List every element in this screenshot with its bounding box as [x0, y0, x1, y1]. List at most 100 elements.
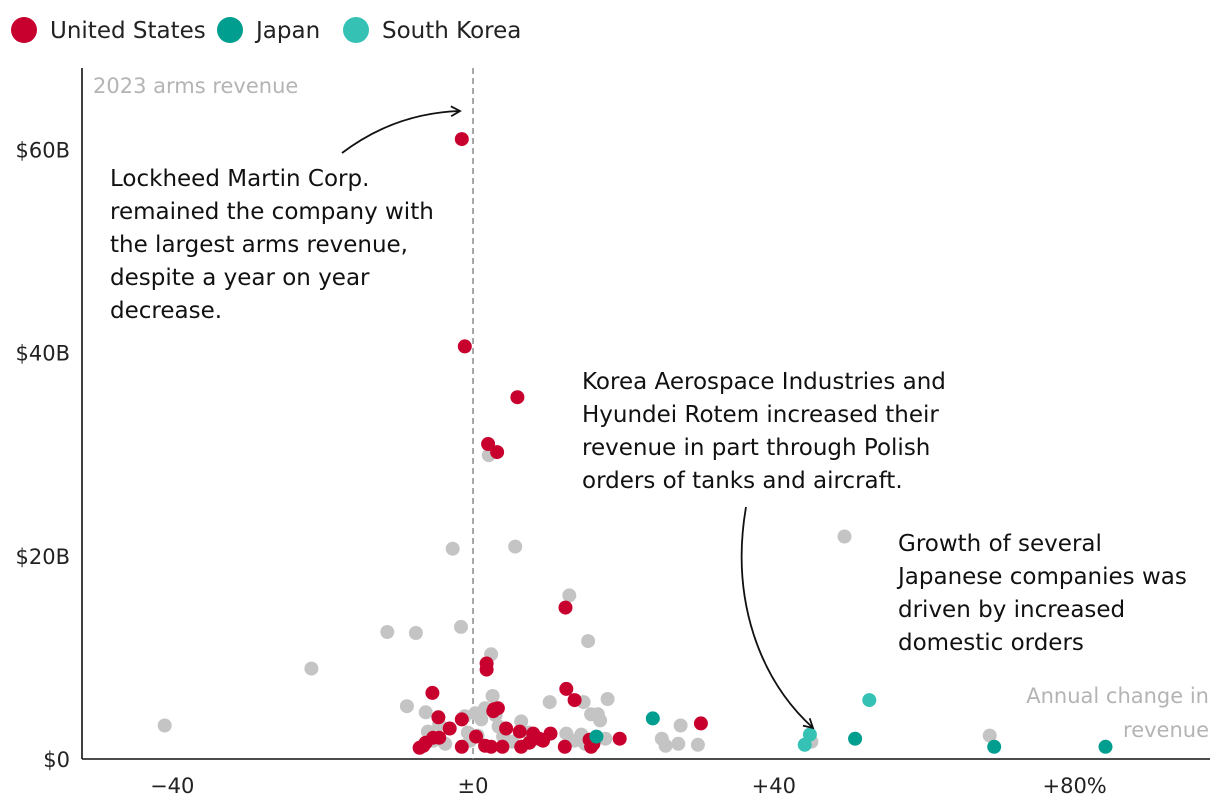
data-point-united-states[interactable] — [510, 390, 525, 405]
data-point-other[interactable] — [454, 619, 468, 634]
data-point-other[interactable] — [508, 539, 523, 554]
data-point-united-states[interactable] — [495, 739, 510, 754]
legend-swatch-united-states — [11, 17, 37, 43]
data-point-other[interactable] — [581, 634, 596, 649]
data-point-other[interactable] — [304, 661, 319, 676]
y-tick-label: $20B — [16, 545, 71, 569]
x-tick-label: −40 — [150, 774, 194, 798]
data-point-united-states[interactable] — [486, 704, 501, 719]
y-tick-label: $60B — [16, 138, 71, 162]
x-ticks: −40 ±0 +40 +80% — [150, 774, 1107, 798]
data-point-united-states[interactable] — [412, 740, 427, 755]
data-point-united-states[interactable] — [481, 437, 496, 451]
annotation-lockheed-arrow — [341, 105, 462, 154]
annotation-korea-line-1: Korea Aerospace Industries and — [582, 369, 946, 395]
annotation-lockheed: Lockheed Martin Corp. remained the compa… — [110, 105, 462, 324]
legend-item-japan[interactable]: Japan — [217, 17, 320, 44]
data-point-united-states[interactable] — [425, 685, 440, 700]
data-point-other[interactable] — [837, 529, 852, 544]
data-point-united-states[interactable] — [490, 445, 505, 460]
data-point-other[interactable] — [593, 713, 608, 728]
y-tick-label: $0 — [43, 748, 70, 772]
data-point-other[interactable] — [445, 541, 460, 556]
series-united-states — [412, 132, 708, 755]
data-point-japan[interactable] — [589, 729, 604, 744]
data-point-united-states[interactable] — [454, 739, 469, 754]
data-point-united-states[interactable] — [457, 339, 472, 354]
data-point-other[interactable] — [600, 692, 615, 706]
annotation-korea-arrow — [740, 506, 815, 730]
data-point-other[interactable] — [380, 625, 395, 639]
data-point-japan[interactable] — [645, 711, 660, 726]
data-point-united-states[interactable] — [454, 132, 469, 147]
data-point-other[interactable] — [399, 699, 414, 714]
data-point-other[interactable] — [408, 626, 423, 640]
x-tick-label: ±0 — [458, 774, 489, 798]
data-point-united-states[interactable] — [693, 716, 708, 731]
data-point-japan[interactable] — [848, 731, 863, 746]
data-point-united-states[interactable] — [499, 721, 514, 736]
annotation-japan: Growth of several Japanese companies was… — [896, 531, 1187, 656]
y-axis-title: 2023 arms revenue — [93, 74, 298, 98]
annotation-lockheed-line-5: decrease. — [110, 298, 222, 324]
data-point-united-states[interactable] — [432, 730, 447, 745]
data-point-united-states[interactable] — [454, 712, 469, 727]
series-other — [157, 448, 997, 753]
data-point-other[interactable] — [157, 718, 172, 733]
annotation-japan-line-4: domestic orders — [898, 630, 1084, 656]
data-point-other[interactable] — [562, 588, 577, 603]
annotation-lockheed-line-4: despite a year on year — [110, 265, 370, 291]
annotation-korea-line-2: Hyundei Rotem increased their — [582, 402, 939, 428]
x-axis-title-line-2: revenue — [1123, 718, 1209, 742]
data-point-united-states[interactable] — [484, 739, 499, 754]
x-tick-label: +80% — [1042, 774, 1106, 798]
data-point-south-korea[interactable] — [797, 737, 812, 752]
data-point-other[interactable] — [982, 728, 997, 743]
data-point-united-states[interactable] — [558, 600, 573, 615]
data-point-other[interactable] — [690, 737, 705, 752]
annotation-korea: Korea Aerospace Industries and Hyundei R… — [582, 369, 946, 730]
data-point-other[interactable] — [671, 736, 686, 751]
data-point-japan[interactable] — [987, 739, 1002, 754]
data-point-united-states[interactable] — [567, 693, 582, 708]
data-point-other[interactable] — [474, 712, 489, 727]
legend-label-south-korea: South Korea — [382, 18, 521, 44]
data-point-united-states[interactable] — [442, 721, 457, 736]
data-point-south-korea[interactable] — [862, 693, 877, 708]
data-points — [157, 132, 1113, 755]
data-point-other[interactable] — [485, 689, 500, 703]
data-point-united-states[interactable] — [512, 724, 527, 739]
data-point-united-states[interactable] — [612, 731, 627, 746]
data-point-united-states[interactable] — [469, 729, 483, 744]
y-tick-label: $40B — [16, 342, 71, 366]
annotation-lockheed-line-1: Lockheed Martin Corp. — [110, 166, 369, 192]
data-point-other[interactable] — [418, 705, 433, 720]
legend-swatch-japan — [217, 17, 243, 43]
legend-swatch-south-korea — [343, 17, 369, 43]
x-axis-title-line-1: Annual change in — [1026, 684, 1209, 708]
data-point-other[interactable] — [673, 718, 688, 733]
series-japan — [589, 711, 1113, 754]
annotation-japan-line-1: Growth of several — [898, 531, 1102, 557]
data-point-other[interactable] — [542, 695, 557, 710]
data-point-united-states[interactable] — [536, 733, 550, 748]
data-point-united-states[interactable] — [557, 739, 572, 754]
legend-item-united-states[interactable]: United States — [11, 17, 206, 44]
data-point-united-states[interactable] — [514, 739, 529, 754]
x-tick-label: +40 — [752, 774, 796, 798]
legend: United States Japan South Korea — [11, 17, 521, 44]
data-point-united-states[interactable] — [479, 662, 494, 677]
data-point-japan[interactable] — [1098, 739, 1113, 754]
annotation-japan-line-2: Japanese companies was — [896, 564, 1187, 590]
legend-item-south-korea[interactable]: South Korea — [343, 17, 521, 44]
annotation-korea-line-3: revenue in part through Polish — [582, 435, 930, 461]
data-point-united-states[interactable] — [431, 710, 446, 725]
annotation-korea-line-4: orders of tanks and aircraft. — [582, 468, 903, 494]
legend-label-japan: Japan — [254, 18, 320, 44]
data-point-united-states[interactable] — [559, 681, 574, 696]
y-ticks: $0 $20B $40B $60B — [16, 138, 71, 772]
annotation-japan-line-3: driven by increased — [898, 597, 1125, 623]
legend-label-united-states: United States — [50, 18, 206, 44]
data-point-other[interactable] — [658, 738, 673, 753]
